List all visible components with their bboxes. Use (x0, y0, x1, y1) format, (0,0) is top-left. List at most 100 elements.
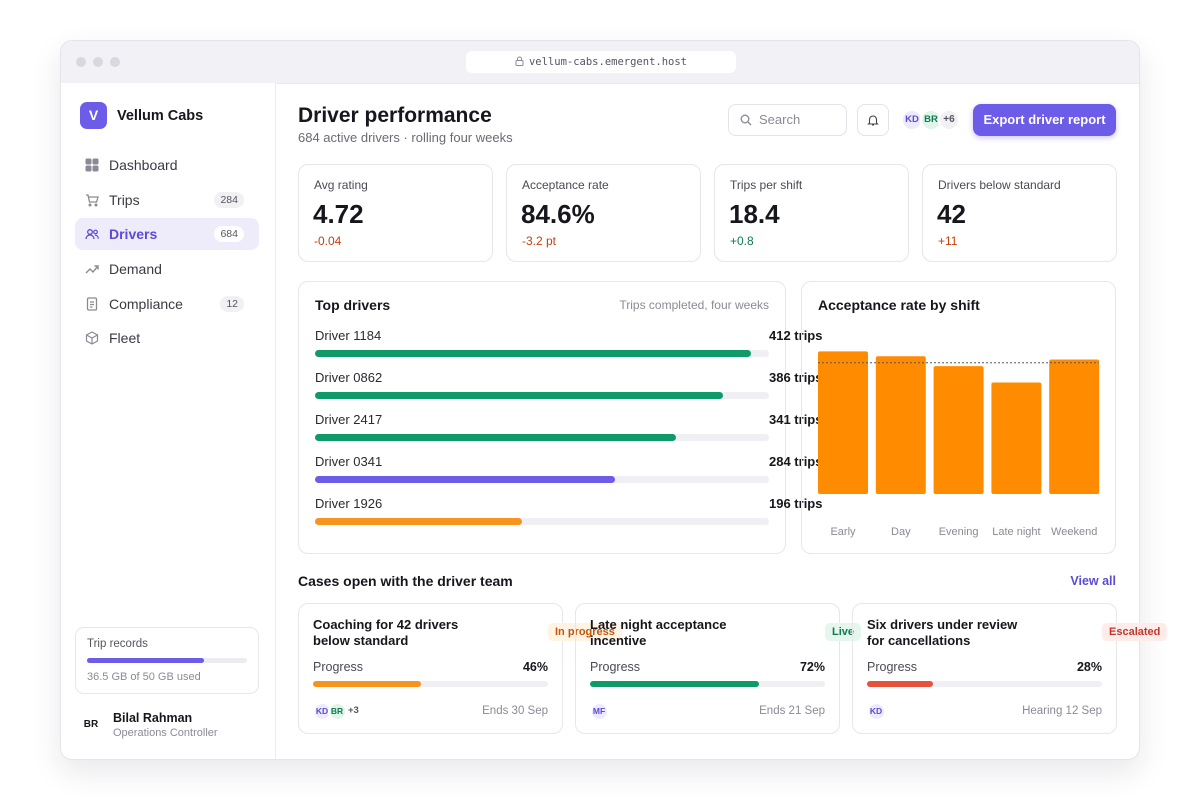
nav-item[interactable]: Fleet (109, 330, 141, 346)
progress-title: Progress (313, 660, 364, 674)
case-card (575, 603, 840, 734)
case-title: Six drivers under review for cancellatio… (867, 617, 1018, 648)
driver-trips: 412 trips (769, 328, 823, 343)
window-dot (76, 57, 86, 67)
nav-icon (85, 331, 99, 345)
avatar-initials: KD (869, 705, 883, 716)
bar (315, 518, 523, 525)
avatar-initials: BR (83, 719, 99, 730)
due-date: Ends 21 Sep (759, 705, 825, 717)
kpi-delta: -3.2 pt (522, 234, 557, 248)
nav-icon (85, 158, 99, 172)
user-role: Operations Controller (113, 727, 218, 739)
kpi-card (922, 164, 1117, 262)
progress-track (867, 681, 1102, 687)
progress-label: 72% (799, 660, 825, 674)
user-name: Bilal Rahman (113, 711, 193, 725)
driver-name: Driver 1184 (315, 328, 382, 343)
driver-name: Driver 0341 (315, 454, 383, 469)
kpi-delta: -0.04 (314, 234, 342, 248)
search-icon (740, 114, 752, 126)
chart-title: Acceptance rate by shift (818, 297, 980, 313)
progress-title: Progress (867, 660, 918, 674)
storage-card (75, 627, 259, 694)
progress-bar (313, 681, 422, 687)
nav-item[interactable]: Demand (109, 261, 162, 277)
bell-icon (867, 115, 879, 126)
kpi-delta: +11 (938, 234, 958, 248)
nav-item[interactable]: Drivers (109, 226, 158, 242)
storage-label: 36.5 GB of 50 GB used (87, 671, 201, 683)
storage-fill (87, 658, 204, 663)
avatar: BR (327, 701, 347, 721)
window-dot (93, 57, 103, 67)
driver-trips: 196 trips (769, 496, 823, 511)
notifications-button[interactable] (857, 104, 889, 136)
status-pill: In progress (548, 623, 622, 641)
progress-bar (590, 681, 760, 687)
storage-title: Trip records (87, 638, 148, 650)
due-date: Ends 30 Sep (482, 705, 548, 717)
bar (315, 350, 751, 357)
nav-item[interactable]: Compliance (109, 296, 183, 312)
search-box[interactable] (728, 104, 847, 136)
top-drivers-card (298, 281, 786, 554)
status-pill: Escalated (1102, 623, 1168, 641)
nav-item[interactable]: Trips (109, 192, 140, 208)
kpi-label: Acceptance rate (522, 178, 609, 192)
driver-name: Driver 1926 (315, 496, 383, 511)
nav-badge: 684 (214, 226, 244, 242)
bar (315, 392, 724, 399)
page-subtitle: 684 active drivers · rolling four weeks (298, 130, 513, 145)
bar (315, 476, 616, 483)
lock-icon (515, 56, 524, 66)
acceptance-card (801, 281, 1116, 554)
avatar: BR (78, 712, 104, 738)
kpi-delta: +0.8 (730, 234, 754, 248)
nav-icon (86, 194, 99, 207)
view-all-link[interactable]: View all (1070, 574, 1116, 588)
kpi-card (298, 164, 493, 262)
driver-trips: 341 trips (769, 412, 823, 427)
kpi-card (714, 164, 909, 262)
kpi-label: Drivers below standard (938, 178, 1061, 192)
bar (315, 434, 676, 441)
url-bar[interactable]: vellum-cabs.emergent.host (466, 51, 736, 73)
kpi-value: 84.6% (521, 199, 595, 229)
case-title: Coaching for 42 drivers below standard (313, 617, 459, 648)
kpi-value: 4.72 (313, 199, 364, 229)
nav-badge: 284 (214, 192, 244, 208)
case-title: Late night acceptance incentive (590, 617, 727, 648)
search-placeholder: Search (759, 112, 801, 127)
case-card (298, 603, 563, 734)
nav-icon (86, 297, 98, 311)
nav-icon (85, 229, 99, 240)
brand: Vellum Cabs (117, 108, 204, 124)
nav-icon (85, 265, 99, 274)
kpi-value: 42 (937, 199, 966, 229)
window-dot (110, 57, 120, 67)
panel-subtitle: Trips completed, four weeks (619, 298, 769, 312)
due-date: Hearing 12 Sep (1022, 705, 1102, 717)
progress-track (313, 681, 548, 687)
nav-badge: 12 (220, 296, 244, 312)
progress-title: Progress (590, 660, 641, 674)
more-avatars: +6 (938, 109, 960, 131)
kpi-card (506, 164, 701, 262)
avatar-initials: BR (330, 705, 344, 716)
kpi-label: Avg rating (314, 178, 368, 192)
driver-trips: 386 trips (769, 370, 823, 385)
nav-item[interactable]: Dashboard (109, 157, 178, 173)
kpi-value: 18.4 (729, 199, 780, 229)
case-card (852, 603, 1117, 734)
driver-name: Driver 0862 (315, 370, 383, 385)
driver-name: Driver 2417 (315, 412, 383, 427)
avatar: KD (866, 701, 886, 721)
page-title: Driver performance (298, 104, 492, 127)
avatar-initials: KD (905, 114, 919, 125)
url: vellum-cabs.emergent.host (528, 56, 688, 68)
driver-trips: 284 trips (769, 454, 823, 469)
panel-title: Top drivers (315, 297, 391, 313)
export-button[interactable]: Export driver report (973, 104, 1116, 136)
